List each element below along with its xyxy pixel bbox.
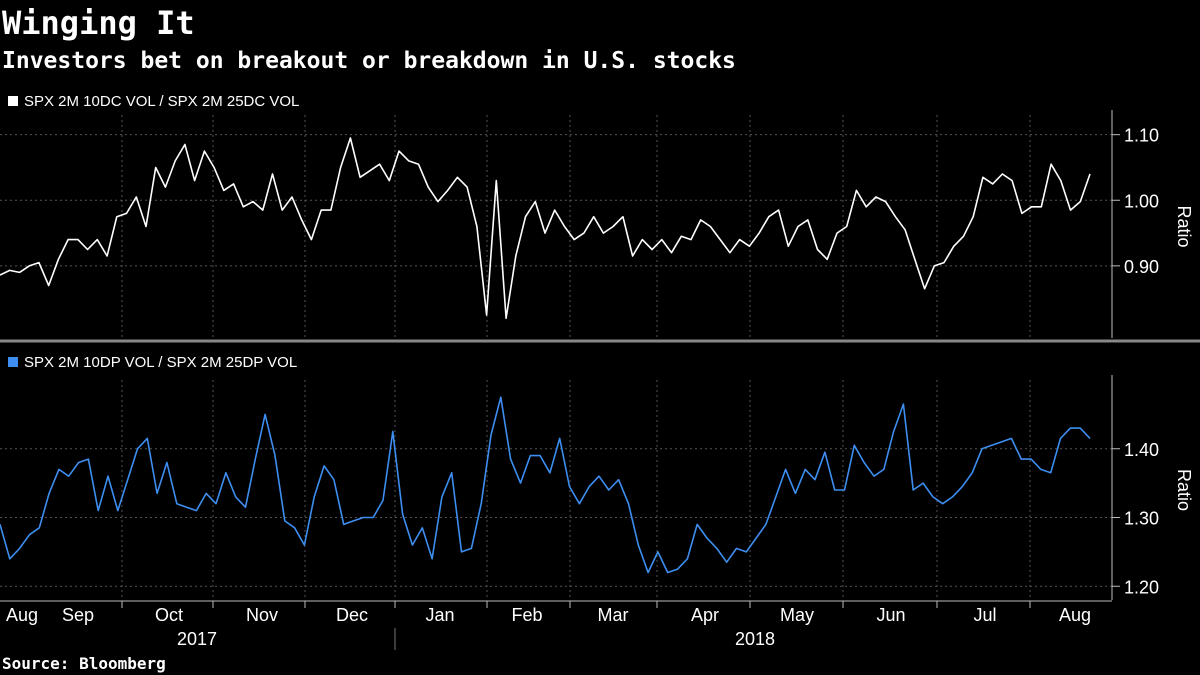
x-tick-label: Aug — [6, 605, 38, 625]
x-tick-label: Jan — [425, 605, 454, 625]
y-tick-label: 1.20 — [1124, 577, 1159, 597]
data-line — [0, 137, 1091, 320]
x-tick-label: Jul — [973, 605, 996, 625]
y-tick-label: 1.00 — [1124, 191, 1159, 211]
x-tick-label: Dec — [336, 605, 368, 625]
legend-swatch — [8, 357, 18, 367]
x-tick-label: Feb — [511, 605, 542, 625]
x-tick-label: Mar — [598, 605, 629, 625]
x-tick-label: Aug — [1059, 605, 1091, 625]
chart-subtitle: Investors bet on breakout or breakdown i… — [2, 48, 736, 74]
x-tick-label: Oct — [155, 605, 183, 625]
source: Source: Bloomberg — [2, 654, 166, 673]
y-tick-label: 1.30 — [1124, 509, 1159, 529]
year-label: 2018 — [735, 629, 775, 649]
x-tick-label: Sep — [62, 605, 94, 625]
y-tick-label: 1.40 — [1124, 440, 1159, 460]
y-tick-label: 0.90 — [1124, 257, 1159, 277]
y-tick-label: 1.10 — [1124, 126, 1159, 146]
legend-label: SPX 2M 10DP VOL / SPX 2M 25DP VOL — [24, 354, 297, 371]
y-axis-label: Ratio — [1174, 205, 1194, 247]
legend-swatch — [8, 96, 18, 106]
x-tick-label: Nov — [246, 605, 278, 625]
x-tick-label: Jun — [876, 605, 905, 625]
year-label: 2017 — [177, 629, 217, 649]
y-axis-label: Ratio — [1174, 469, 1194, 511]
legend-label: SPX 2M 10DC VOL / SPX 2M 25DC VOL — [24, 93, 299, 110]
x-tick-label: May — [780, 605, 814, 625]
data-line — [0, 396, 1091, 574]
x-tick-label: Apr — [691, 605, 719, 625]
chart-title: Winging It — [2, 4, 195, 42]
